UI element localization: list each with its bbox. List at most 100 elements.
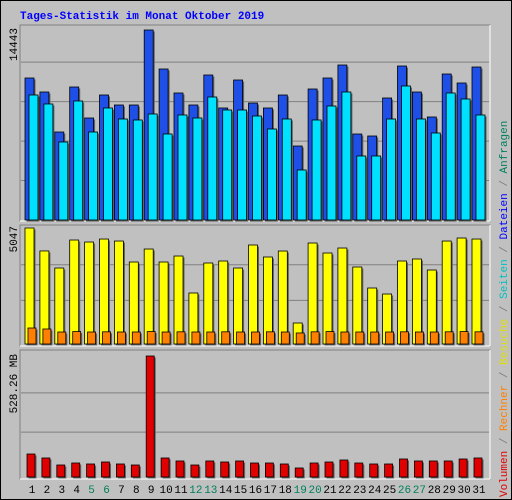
bar: [310, 331, 320, 345]
bar: [429, 331, 439, 345]
bar: [235, 460, 245, 478]
x-tick-label: 16: [249, 485, 262, 497]
bar: [325, 331, 335, 345]
bar: [56, 464, 66, 478]
bar: [86, 463, 95, 478]
bar: [475, 114, 486, 221]
bar: [161, 331, 171, 345]
bar: [99, 238, 109, 345]
bar: [103, 107, 113, 221]
bar: [280, 331, 290, 345]
bar: [341, 91, 352, 221]
legend-entry: Seiten: [499, 259, 511, 299]
x-tick-label: 11: [174, 485, 188, 497]
bar: [294, 467, 304, 478]
bar: [69, 239, 80, 345]
x-tick-label: 31: [472, 485, 486, 497]
legend-entry: Rechner: [499, 385, 511, 431]
bar: [399, 458, 408, 478]
bar: [322, 252, 333, 345]
x-tick-label: 18: [279, 485, 292, 497]
bar: [400, 331, 409, 345]
bar: [354, 462, 364, 478]
bar: [24, 227, 35, 345]
x-tick-label: 28: [428, 485, 441, 497]
x-tick-label: 6: [103, 485, 110, 497]
bar: [251, 331, 260, 345]
bar: [143, 248, 154, 345]
bar: [73, 100, 84, 221]
bar: [471, 238, 482, 345]
bar: [326, 105, 337, 221]
bar: [131, 331, 141, 345]
x-tick-label: 5: [88, 485, 95, 497]
bar: [41, 457, 51, 478]
bar: [160, 457, 170, 478]
x-tick-label: 1: [29, 485, 36, 497]
bar: [369, 463, 379, 478]
bar: [252, 115, 262, 221]
bar: [385, 331, 395, 345]
bar: [307, 242, 318, 345]
bar: [413, 460, 423, 478]
bar: [443, 460, 453, 478]
bar: [295, 332, 305, 345]
bar: [88, 131, 98, 221]
chart-title: Tages-Statistik im Monat Oktober 2019: [20, 11, 264, 23]
bar: [444, 331, 454, 345]
bar: [474, 331, 484, 345]
bar: [28, 94, 39, 221]
bar: [460, 98, 471, 221]
bar: [57, 331, 67, 345]
bar: [371, 155, 382, 221]
bar: [71, 462, 81, 478]
bar: [339, 459, 349, 478]
x-tick-label: 15: [234, 485, 247, 497]
bar: [401, 85, 411, 221]
bar: [117, 331, 126, 345]
bar: [220, 461, 230, 478]
bar: [173, 255, 184, 345]
bar: [102, 331, 111, 345]
x-tick-label: 23: [353, 485, 366, 497]
bar: [430, 132, 441, 221]
legend-entry: Besuche: [499, 319, 511, 365]
x-tick-label: 12: [189, 485, 202, 497]
bar: [207, 96, 218, 221]
bar: [101, 461, 110, 478]
bar: [445, 92, 456, 221]
bar: [324, 461, 334, 478]
x-tick-label: 4: [73, 485, 80, 497]
legend: Volumen / Rechner / Besuche / Seiten / D…: [499, 121, 511, 497]
bar: [114, 240, 124, 345]
y-tick-label: 5047: [9, 226, 21, 252]
bar: [296, 169, 307, 221]
bar: [262, 256, 273, 345]
bar: [411, 258, 422, 345]
bar: [72, 331, 82, 345]
bar: [42, 328, 52, 345]
x-tick-label: 2: [44, 485, 51, 497]
x-tick-label: 29: [443, 485, 456, 497]
bar: [237, 109, 248, 221]
legend-entry: Anfragen: [499, 121, 511, 174]
x-tick-label: 27: [413, 485, 426, 497]
bar: [279, 463, 289, 478]
legend-separator: /: [499, 365, 511, 385]
x-tick-label: 17: [264, 485, 277, 497]
x-tick-label: 3: [58, 485, 65, 497]
bar: [147, 113, 158, 221]
bar: [84, 241, 94, 345]
x-tick-label: 13: [204, 485, 217, 497]
x-tick-label: 26: [398, 485, 411, 497]
bar: [175, 460, 185, 478]
bar: [177, 114, 188, 221]
bar: [190, 464, 200, 478]
bar: [415, 118, 426, 221]
plot-area: [19, 349, 491, 480]
bar: [192, 117, 203, 221]
bar: [340, 331, 350, 345]
bar: [58, 141, 69, 221]
legend-entry: Volumen: [499, 451, 511, 497]
